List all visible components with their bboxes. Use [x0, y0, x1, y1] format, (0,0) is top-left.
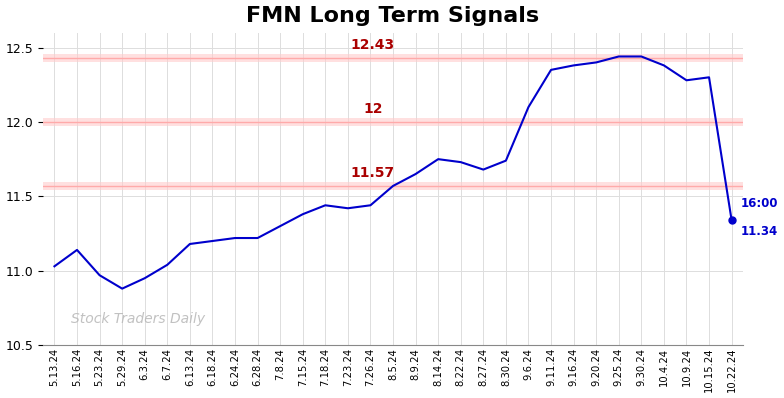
Bar: [43, 118, 743, 126]
Text: 16:00: 16:00: [741, 197, 779, 210]
Bar: [43, 182, 743, 190]
Text: 11.34: 11.34: [741, 224, 778, 238]
Text: 12: 12: [363, 102, 383, 116]
Bar: [43, 54, 743, 62]
Text: 12.43: 12.43: [350, 38, 395, 52]
Text: 11.57: 11.57: [350, 166, 395, 180]
Text: Stock Traders Daily: Stock Traders Daily: [71, 312, 205, 326]
Title: FMN Long Term Signals: FMN Long Term Signals: [246, 6, 539, 25]
